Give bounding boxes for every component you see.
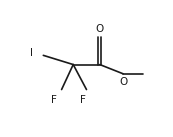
Text: O: O bbox=[120, 77, 128, 87]
Text: I: I bbox=[30, 48, 33, 58]
Text: O: O bbox=[96, 24, 104, 34]
Text: F: F bbox=[80, 95, 86, 105]
Text: F: F bbox=[51, 95, 57, 105]
